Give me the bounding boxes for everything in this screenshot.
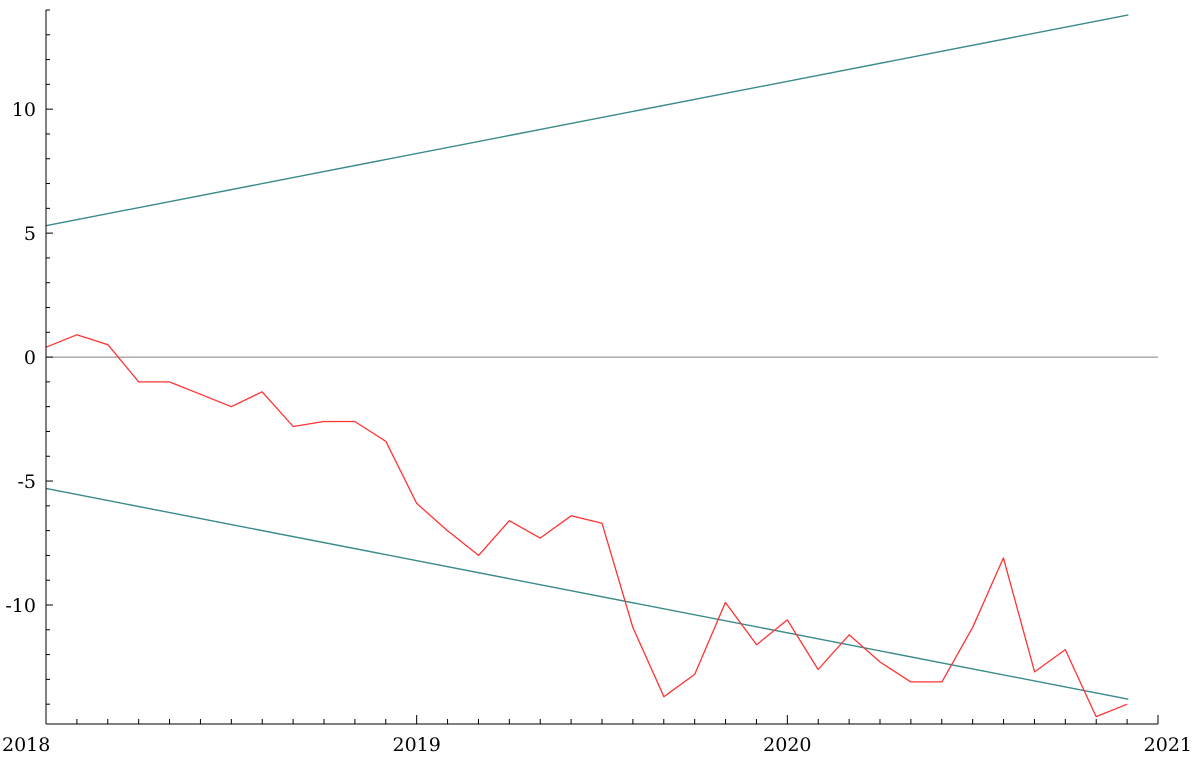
- series-line-1: [45, 334, 1128, 718]
- y-axis-ticks: -10 -5 0 5 10: [5, 9, 53, 705]
- x-tick-label: 2021: [1144, 734, 1192, 756]
- y-tick-label: -5: [17, 471, 36, 493]
- y-tick-label: 0: [24, 347, 36, 369]
- x-axis-ticks: 2018 2019 2020 2021: [2, 715, 1192, 756]
- lower-bound-line: [45, 487, 1129, 700]
- upper-bound-line: [45, 14, 1129, 227]
- plot-area: [45, 14, 1158, 718]
- y-tick-label: 5: [24, 223, 36, 245]
- y-tick-label: 10: [12, 99, 36, 121]
- y-tick-label: -10: [5, 595, 36, 617]
- x-tick-label: 2019: [392, 734, 440, 756]
- x-tick-label: 2020: [763, 734, 811, 756]
- x-tick-label: 2018: [2, 734, 50, 756]
